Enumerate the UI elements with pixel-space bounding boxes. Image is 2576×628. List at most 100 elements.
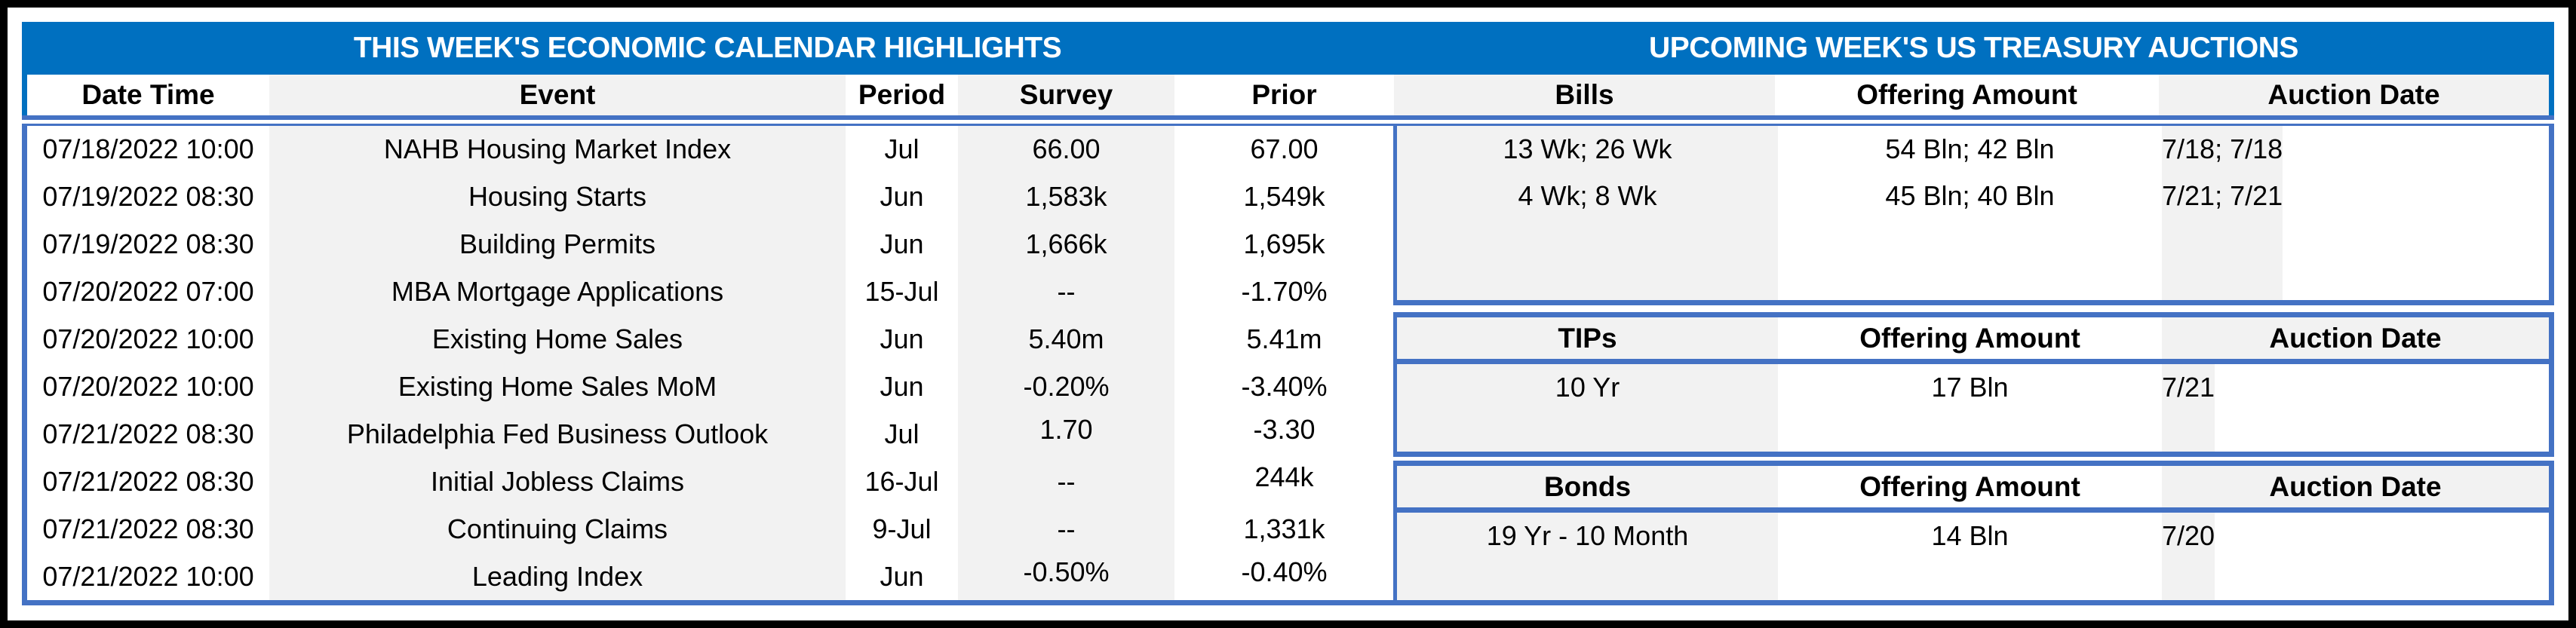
- cell-prior: 244k: [1174, 458, 1394, 506]
- cell-date-time: 07/18/2022 10:00: [27, 126, 269, 173]
- cell-prior: -3.40%: [1174, 363, 1394, 411]
- bonds-section: Bonds Offering Amount Auction Date 19 Yr…: [1393, 461, 2554, 605]
- table-row: 07/21/2022 10:00 Leading Index Jun -0.50…: [27, 553, 1394, 601]
- cell-event: NAHB Housing Market Index: [269, 126, 846, 173]
- cell-date-time: 07/21/2022 08:30: [27, 458, 269, 506]
- col-header-date-time: Date Time: [27, 75, 269, 115]
- header-left-cap: [22, 75, 27, 115]
- cell-period: Jun: [846, 220, 958, 268]
- offering-amount-column: 54 Bln; 42 Bln 45 Bln; 40 Bln: [1778, 126, 2162, 300]
- col-header-survey: Survey: [958, 75, 1174, 115]
- table-row: 07/18/2022 10:00 NAHB Housing Market Ind…: [27, 126, 1394, 173]
- cell-prior: -0.40%: [1174, 553, 1394, 601]
- cell-tips: 10 Yr: [1555, 372, 1620, 403]
- table-row: 07/20/2022 10:00 Existing Home Sales MoM…: [27, 363, 1394, 411]
- tips-section: TIPs Offering Amount Auction Date 10 Yr …: [1393, 312, 2554, 457]
- col-header-event: Event: [269, 75, 846, 115]
- col-header-auction-date: Auction Date: [2162, 466, 2549, 507]
- cell-offering-amount: 54 Bln; 42 Bln: [1885, 133, 2055, 164]
- cell-event: Existing Home Sales: [269, 315, 846, 363]
- cell-offering-amount: 14 Bln: [1931, 520, 2009, 551]
- cell-survey: -0.50%: [958, 553, 1174, 601]
- cell-period: 16-Jul: [846, 458, 958, 506]
- cell-event: Housing Starts: [269, 173, 846, 221]
- cell-bills: 13 Wk; 26 Wk: [1503, 133, 1672, 164]
- cell-event: Initial Jobless Claims: [269, 458, 846, 506]
- cell-date-time: 07/19/2022 08:30: [27, 220, 269, 268]
- tips-body: 10 Yr 17 Bln 7/21: [1397, 364, 2549, 452]
- cell-auction-date: 7/18; 7/18: [2162, 133, 2283, 164]
- table-row: 07/20/2022 10:00 Existing Home Sales Jun…: [27, 315, 1394, 363]
- cell-date-time: 07/21/2022 10:00: [27, 553, 269, 601]
- cell-date-time: 07/20/2022 10:00: [27, 363, 269, 411]
- bonds-column: 19 Yr - 10 Month: [1397, 513, 1778, 600]
- cell-prior: 1,549k: [1174, 173, 1394, 221]
- cell-prior: 1,331k: [1174, 505, 1394, 553]
- cell-prior: -3.30: [1174, 410, 1394, 458]
- cell-auction-date: 7/20: [2162, 520, 2215, 551]
- col-header-auction-date: Auction Date: [2162, 317, 2549, 359]
- cell-survey: 1,583k: [958, 173, 1174, 221]
- cell-event: Building Permits: [269, 220, 846, 268]
- table-row: 07/19/2022 08:30 Building Permits Jun 1,…: [27, 220, 1394, 268]
- cell-event: Continuing Claims: [269, 505, 846, 553]
- content-area: THIS WEEK'S ECONOMIC CALENDAR HIGHLIGHTS…: [22, 22, 2554, 605]
- cell-offering-amount: 17 Bln: [1931, 372, 2009, 403]
- cell-survey: 1,666k: [958, 220, 1174, 268]
- cell-survey: --: [958, 268, 1174, 316]
- cell-date-time: 07/20/2022 07:00: [27, 268, 269, 316]
- right-panel-title: UPCOMING WEEK'S US TREASURY AUCTIONS: [1649, 32, 2298, 64]
- header-right-cap: [2549, 75, 2554, 115]
- col-header-auction-date: Auction Date: [2159, 75, 2549, 115]
- header-row: Date Time Event Period Survey Prior Bill…: [22, 75, 2554, 115]
- col-header-tips: TIPs: [1397, 317, 1778, 359]
- header-double-rule: [22, 115, 2554, 126]
- bills-section: 13 Wk; 26 Wk 4 Wk; 8 Wk 54 Bln; 42 Bln 4…: [1393, 126, 2554, 305]
- cell-auction-date: 7/21: [2162, 372, 2215, 403]
- col-header-bills: Bills: [1394, 75, 1775, 115]
- cell-period: Jun: [846, 553, 958, 601]
- section-gap: [1393, 305, 2554, 312]
- cell-period: Jun: [846, 363, 958, 411]
- cell-date-time: 07/21/2022 08:30: [27, 410, 269, 458]
- col-header-offering-amount: Offering Amount: [1778, 317, 2162, 359]
- auction-date-column: 7/20: [2162, 513, 2215, 600]
- table-row: 07/21/2022 08:30 Continuing Claims 9-Jul…: [27, 505, 1394, 553]
- col-header-bonds: Bonds: [1397, 466, 1778, 507]
- left-panel-title: THIS WEEK'S ECONOMIC CALENDAR HIGHLIGHTS: [353, 32, 1062, 64]
- offering-amount-column: 14 Bln: [1778, 513, 2162, 600]
- col-header-offering-amount: Offering Amount: [1778, 466, 2162, 507]
- cell-period: Jun: [846, 173, 958, 221]
- cell-survey: --: [958, 505, 1174, 553]
- cell-survey: --: [958, 458, 1174, 506]
- table-row: 07/19/2022 08:30 Housing Starts Jun 1,58…: [27, 173, 1394, 221]
- treasury-auctions-panel: 13 Wk; 26 Wk 4 Wk; 8 Wk 54 Bln; 42 Bln 4…: [1393, 126, 2554, 605]
- cell-date-time: 07/20/2022 10:00: [27, 315, 269, 363]
- bonds-header-row: Bonds Offering Amount Auction Date: [1397, 466, 2549, 513]
- col-header-period: Period: [846, 75, 958, 115]
- table-row: 07/21/2022 08:30 Initial Jobless Claims …: [27, 458, 1394, 506]
- cell-period: 15-Jul: [846, 268, 958, 316]
- bonds-body: 19 Yr - 10 Month 14 Bln 7/20: [1397, 513, 2549, 600]
- cell-event: MBA Mortgage Applications: [269, 268, 846, 316]
- cell-event: Existing Home Sales MoM: [269, 363, 846, 411]
- cell-period: Jun: [846, 315, 958, 363]
- cell-date-time: 07/19/2022 08:30: [27, 173, 269, 221]
- cell-bonds: 19 Yr - 10 Month: [1486, 520, 1689, 551]
- cell-prior: 67.00: [1174, 126, 1394, 173]
- cell-survey: -0.20%: [958, 363, 1174, 411]
- tips-header-row: TIPs Offering Amount Auction Date: [1397, 317, 2549, 364]
- cell-survey: 5.40m: [958, 315, 1174, 363]
- bills-column: 13 Wk; 26 Wk 4 Wk; 8 Wk: [1397, 126, 1778, 300]
- cell-offering-amount: 45 Bln; 40 Bln: [1885, 180, 2055, 211]
- offering-amount-column: 17 Bln: [1778, 364, 2162, 452]
- cell-period: Jul: [846, 410, 958, 458]
- cell-auction-date: 7/21; 7/21: [2162, 180, 2283, 211]
- table-row: 07/21/2022 08:30 Philadelphia Fed Busine…: [27, 410, 1394, 458]
- cell-survey: 1.70: [958, 410, 1174, 458]
- banner: THIS WEEK'S ECONOMIC CALENDAR HIGHLIGHTS…: [22, 22, 2554, 75]
- bills-body: 13 Wk; 26 Wk 4 Wk; 8 Wk 54 Bln; 42 Bln 4…: [1397, 126, 2549, 300]
- cell-period: Jul: [846, 126, 958, 173]
- cell-event: Philadelphia Fed Business Outlook: [269, 410, 846, 458]
